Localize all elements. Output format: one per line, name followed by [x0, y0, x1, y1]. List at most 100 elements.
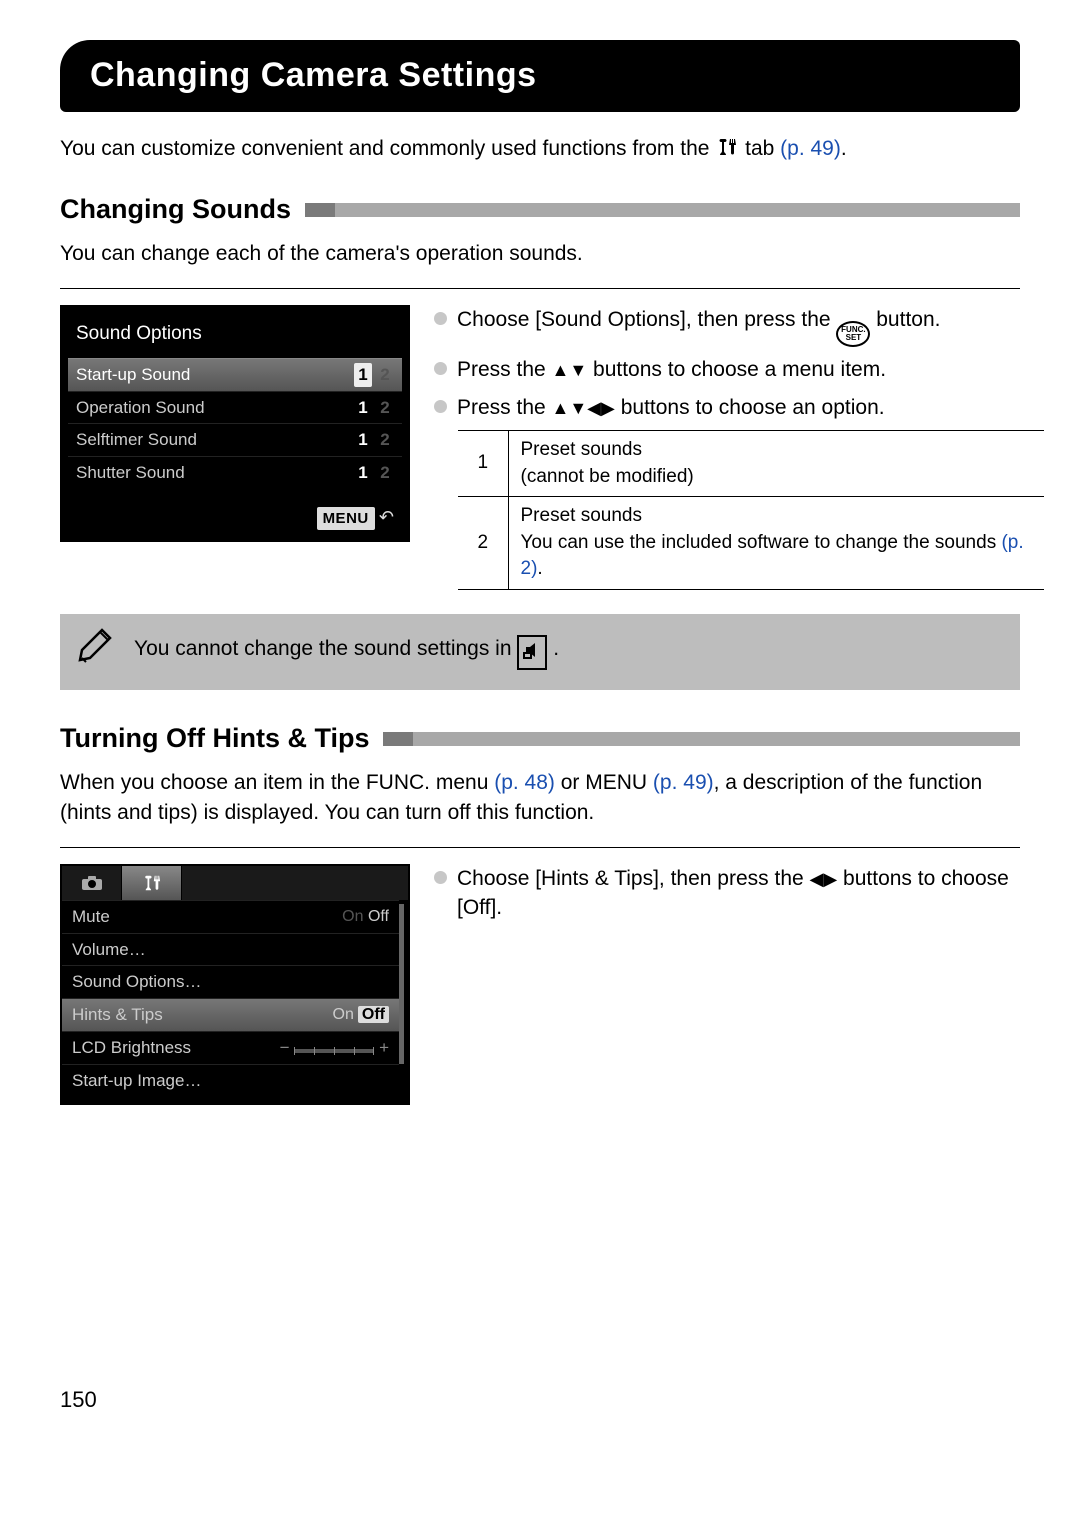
up-down-arrows-icon: ▲▼: [552, 360, 588, 380]
b2b: buttons to choose a menu item.: [593, 358, 886, 381]
tools-tab-icon: [715, 136, 739, 156]
lcd-row-opts: 12: [354, 428, 394, 452]
lcd2-row: Sound Options…: [62, 965, 399, 998]
pencil-note-icon: [78, 628, 114, 676]
heading-bar: [305, 203, 1020, 217]
page-ref[interactable]: (p. 2): [521, 532, 1024, 580]
lcd2-row: LCD Brightness− +: [62, 1031, 399, 1064]
lcd-row: Start-up Sound12: [68, 358, 402, 391]
lcd2-row-label: Sound Options…: [72, 970, 389, 994]
section-heading-hints: Turning Off Hints & Tips: [60, 720, 1020, 758]
sounds-intro: You can change each of the camera's oper…: [60, 239, 1020, 268]
intro-text-2: tab: [745, 137, 780, 160]
sound-options-table: 1Preset sounds(cannot be modified)2Prese…: [458, 430, 1044, 590]
return-icon: ↶: [379, 507, 394, 527]
tools-tab: [122, 866, 182, 900]
lcd2-row-value: On Off: [342, 906, 389, 928]
intro-text-1: You can customize convenient and commonl…: [60, 137, 715, 160]
lcd-row-opts: 12: [354, 461, 394, 485]
lcd-title: Sound Options: [68, 315, 402, 358]
section-heading-sounds: Changing Sounds: [60, 191, 1020, 229]
intro-text-3: .: [841, 137, 847, 160]
lcd2-row-value: OnOff: [333, 1004, 389, 1026]
lcd-row-label: Start-up Sound: [76, 363, 354, 387]
table-cell-number: 2: [458, 497, 508, 590]
intro-page-ref[interactable]: (p. 49): [780, 137, 841, 160]
hb1a: Choose [Hints & Tips], then press the: [457, 867, 810, 890]
lcd-opt: 1: [354, 461, 372, 485]
sounds-row: Sound Options Start-up Sound12Operation …: [60, 305, 1020, 590]
lcd-opt: 2: [376, 363, 394, 387]
lcd-row-opts: 12: [354, 396, 394, 420]
hints-p1: When you choose an item in the FUNC. men…: [60, 771, 494, 794]
bullet-dot: [434, 362, 447, 375]
lcd2-row-label: Hints & Tips: [72, 1003, 333, 1027]
table-cell-desc: Preset sounds(cannot be modified): [508, 430, 1044, 496]
note-box: You cannot change the sound settings in …: [60, 614, 1020, 690]
bullet-1: Choose [Sound Options], then press the F…: [434, 305, 1020, 347]
menu-badge: MENU: [317, 507, 375, 530]
table-row: 1Preset sounds(cannot be modified): [458, 430, 1044, 496]
lcd-row-label: Shutter Sound: [76, 461, 354, 485]
lcd2-row: Hints & TipsOnOff: [62, 998, 399, 1031]
bullet-dot: [434, 312, 447, 325]
bullet-dot: [434, 400, 447, 413]
bullet-1-text: Choose [Sound Options], then press the F…: [457, 305, 940, 347]
lcd-opt: 1: [354, 396, 372, 420]
lcd-opt: 2: [376, 461, 394, 485]
bullet-2: Press the ▲▼ buttons to choose a menu it…: [434, 355, 1020, 384]
lcd-opt: 1: [354, 363, 372, 387]
lcd-menu-footer: MENU ↶: [68, 489, 402, 532]
bullet-3-text: Press the ▲▼◀▶ buttons to choose an opti…: [457, 393, 885, 422]
bullet-dot: [434, 871, 447, 884]
lcd2-row: MuteOn Off: [62, 900, 399, 933]
camera-tab: [62, 866, 122, 900]
b3a: Press the: [457, 396, 552, 419]
lcd-scrollbar: [399, 904, 404, 1064]
hints-instructions: Choose [Hints & Tips], then press the ◀▶…: [434, 864, 1020, 931]
b1b: button.: [876, 308, 940, 331]
page-number: 150: [60, 1385, 1020, 1416]
hints-row: MuteOn Off Volume… Sound Options… Hints & T…: [60, 864, 1020, 1105]
intro-paragraph: You can customize convenient and commonl…: [60, 134, 1020, 163]
lcd2-row-label: Mute: [72, 905, 342, 929]
heading-bar: [383, 732, 1020, 746]
sounds-heading-text: Changing Sounds: [60, 191, 291, 229]
hints-bullet-1: Choose [Hints & Tips], then press the ◀▶…: [434, 864, 1020, 923]
lcd-row-label: Operation Sound: [76, 396, 354, 420]
sound-options-lcd: Sound Options Start-up Sound12Operation …: [60, 305, 410, 542]
divider: [60, 288, 1020, 289]
lcd2-row-label: Volume…: [72, 938, 389, 962]
sounds-instructions: Choose [Sound Options], then press the F…: [434, 305, 1020, 590]
bullet-2-text: Press the ▲▼ buttons to choose a menu it…: [457, 355, 886, 384]
table-row: 2Preset soundsYou can use the included s…: [458, 497, 1044, 590]
bullet-3: Press the ▲▼◀▶ buttons to choose an opti…: [434, 393, 1020, 422]
brightness-slider: − +: [280, 1036, 389, 1060]
page-title: Changing Camera Settings: [90, 56, 537, 94]
table-cell-desc: Preset soundsYou can use the included so…: [508, 497, 1044, 590]
hints-bullet-1-text: Choose [Hints & Tips], then press the ◀▶…: [457, 864, 1020, 923]
lcd-opt: 2: [376, 396, 394, 420]
lcd-row: Operation Sound12: [68, 391, 402, 424]
lcd2-row-label: LCD Brightness: [72, 1036, 280, 1060]
lcd-row: Selftimer Sound12: [68, 423, 402, 456]
hints-ref2[interactable]: (p. 49): [653, 771, 714, 794]
lcd-row-opts: 12: [354, 363, 394, 387]
b1a: Choose [Sound Options], then press the: [457, 308, 836, 331]
lcd2-row-label: Start-up Image…: [72, 1069, 389, 1093]
lcd2-row: Start-up Image…: [62, 1064, 399, 1097]
b3b: buttons to choose an option.: [621, 396, 885, 419]
lcd-row: Shutter Sound12: [68, 456, 402, 489]
lcd-opt: 2: [376, 428, 394, 452]
left-right-arrows-icon: ◀▶: [810, 869, 838, 889]
quiet-mode-icon: [517, 635, 547, 670]
hints-heading-text: Turning Off Hints & Tips: [60, 720, 369, 758]
lcd-tabs: [62, 866, 408, 900]
note-text: You cannot change the sound settings in …: [134, 634, 559, 670]
hints-intro: When you choose an item in the FUNC. men…: [60, 768, 1020, 827]
hints-ref1[interactable]: (p. 48): [494, 771, 555, 794]
divider: [60, 847, 1020, 848]
func-bot: SET: [846, 334, 862, 342]
func-set-button-icon: FUNC. SET: [836, 321, 870, 347]
lcd2-row: Volume…: [62, 933, 399, 966]
